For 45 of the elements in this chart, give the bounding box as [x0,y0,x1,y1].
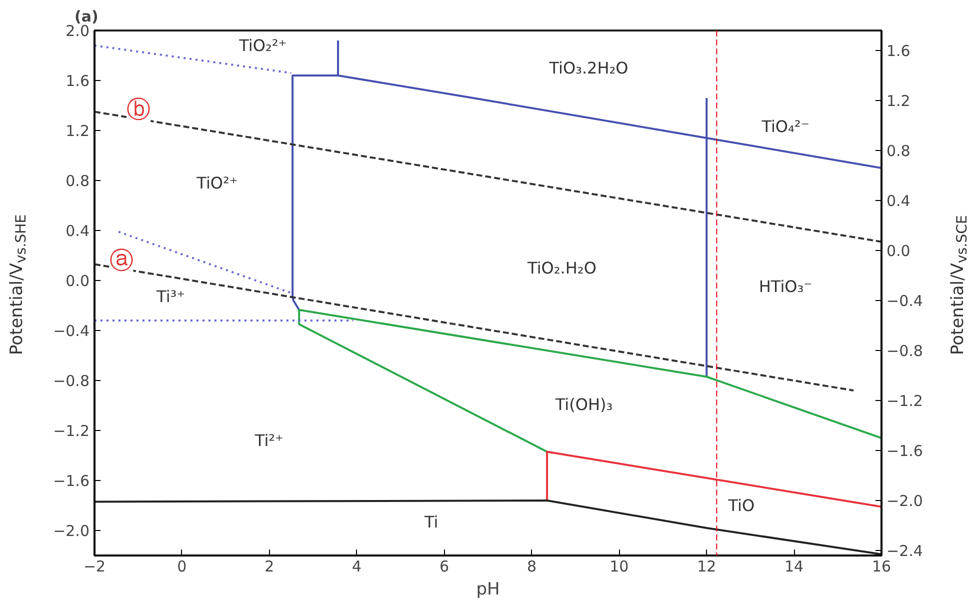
y2-tick-label: 1.6 [886,42,910,60]
y-tick-label: −0.4 [53,322,90,340]
annotation: HTiO₃⁻ [758,277,812,296]
y2-tick-label: −0.4 [886,292,923,310]
y2-tick-label: −2.0 [886,492,923,510]
y2-tick-label: 0.4 [886,192,910,210]
annotation: Ti [423,512,438,532]
x-tick-label: 0 [177,558,187,576]
y2-tick-label: −1.6 [886,442,923,460]
annotation: Ti(OH)₃ [554,394,613,414]
annotation: TiO [727,496,755,516]
annotation: TiO₄²⁻ [760,117,810,136]
y-tick-label: −1.6 [53,472,90,490]
y-tick-label: 1.2 [66,122,90,140]
y2-tick-label: 0.0 [886,242,910,260]
x-tick-label: 10 [610,558,629,576]
x-tick-label: 2 [264,558,274,576]
y-tick-label: 0.0 [66,272,90,290]
y2-tick-label: 1.2 [886,92,910,110]
x-tick-label: 6 [440,558,450,576]
x-axis-title: pH [476,580,500,600]
annotation: ⓐ [109,246,134,274]
x-tick-label: 16 [872,558,892,576]
y-tick-label: −0.8 [53,372,90,390]
annotation: TiO₂²⁺ [238,36,287,56]
annotation: TiO²⁺ [196,173,238,192]
x-tick-label: 14 [784,558,804,576]
y-tick-label: 0.4 [66,222,90,240]
annotation: Ti²⁺ [254,431,284,450]
y2-tick-label: 0.8 [886,142,910,160]
y-tick-label: 1.6 [66,72,90,90]
x-tick-label: 12 [697,558,716,576]
y2-tick-label: −0.8 [886,342,923,360]
annotation: TiO₂.H₂O [526,258,596,278]
y2-tick-label: −1.2 [886,392,923,410]
y-tick-label: −1.2 [53,422,90,440]
x-tick-label: 4 [352,558,362,576]
annotation: ⓑ [126,95,151,124]
y-tick-label: −2.0 [53,522,90,540]
y2-tick-label: −2.4 [886,542,923,560]
y-tick-label: 0.8 [66,172,90,190]
x-tick-label: −2 [83,558,106,576]
annotation: Ti³⁺ [156,287,186,306]
annotation: TiO₃.2H₂O [548,58,628,78]
x-tick-label: 8 [526,558,536,576]
